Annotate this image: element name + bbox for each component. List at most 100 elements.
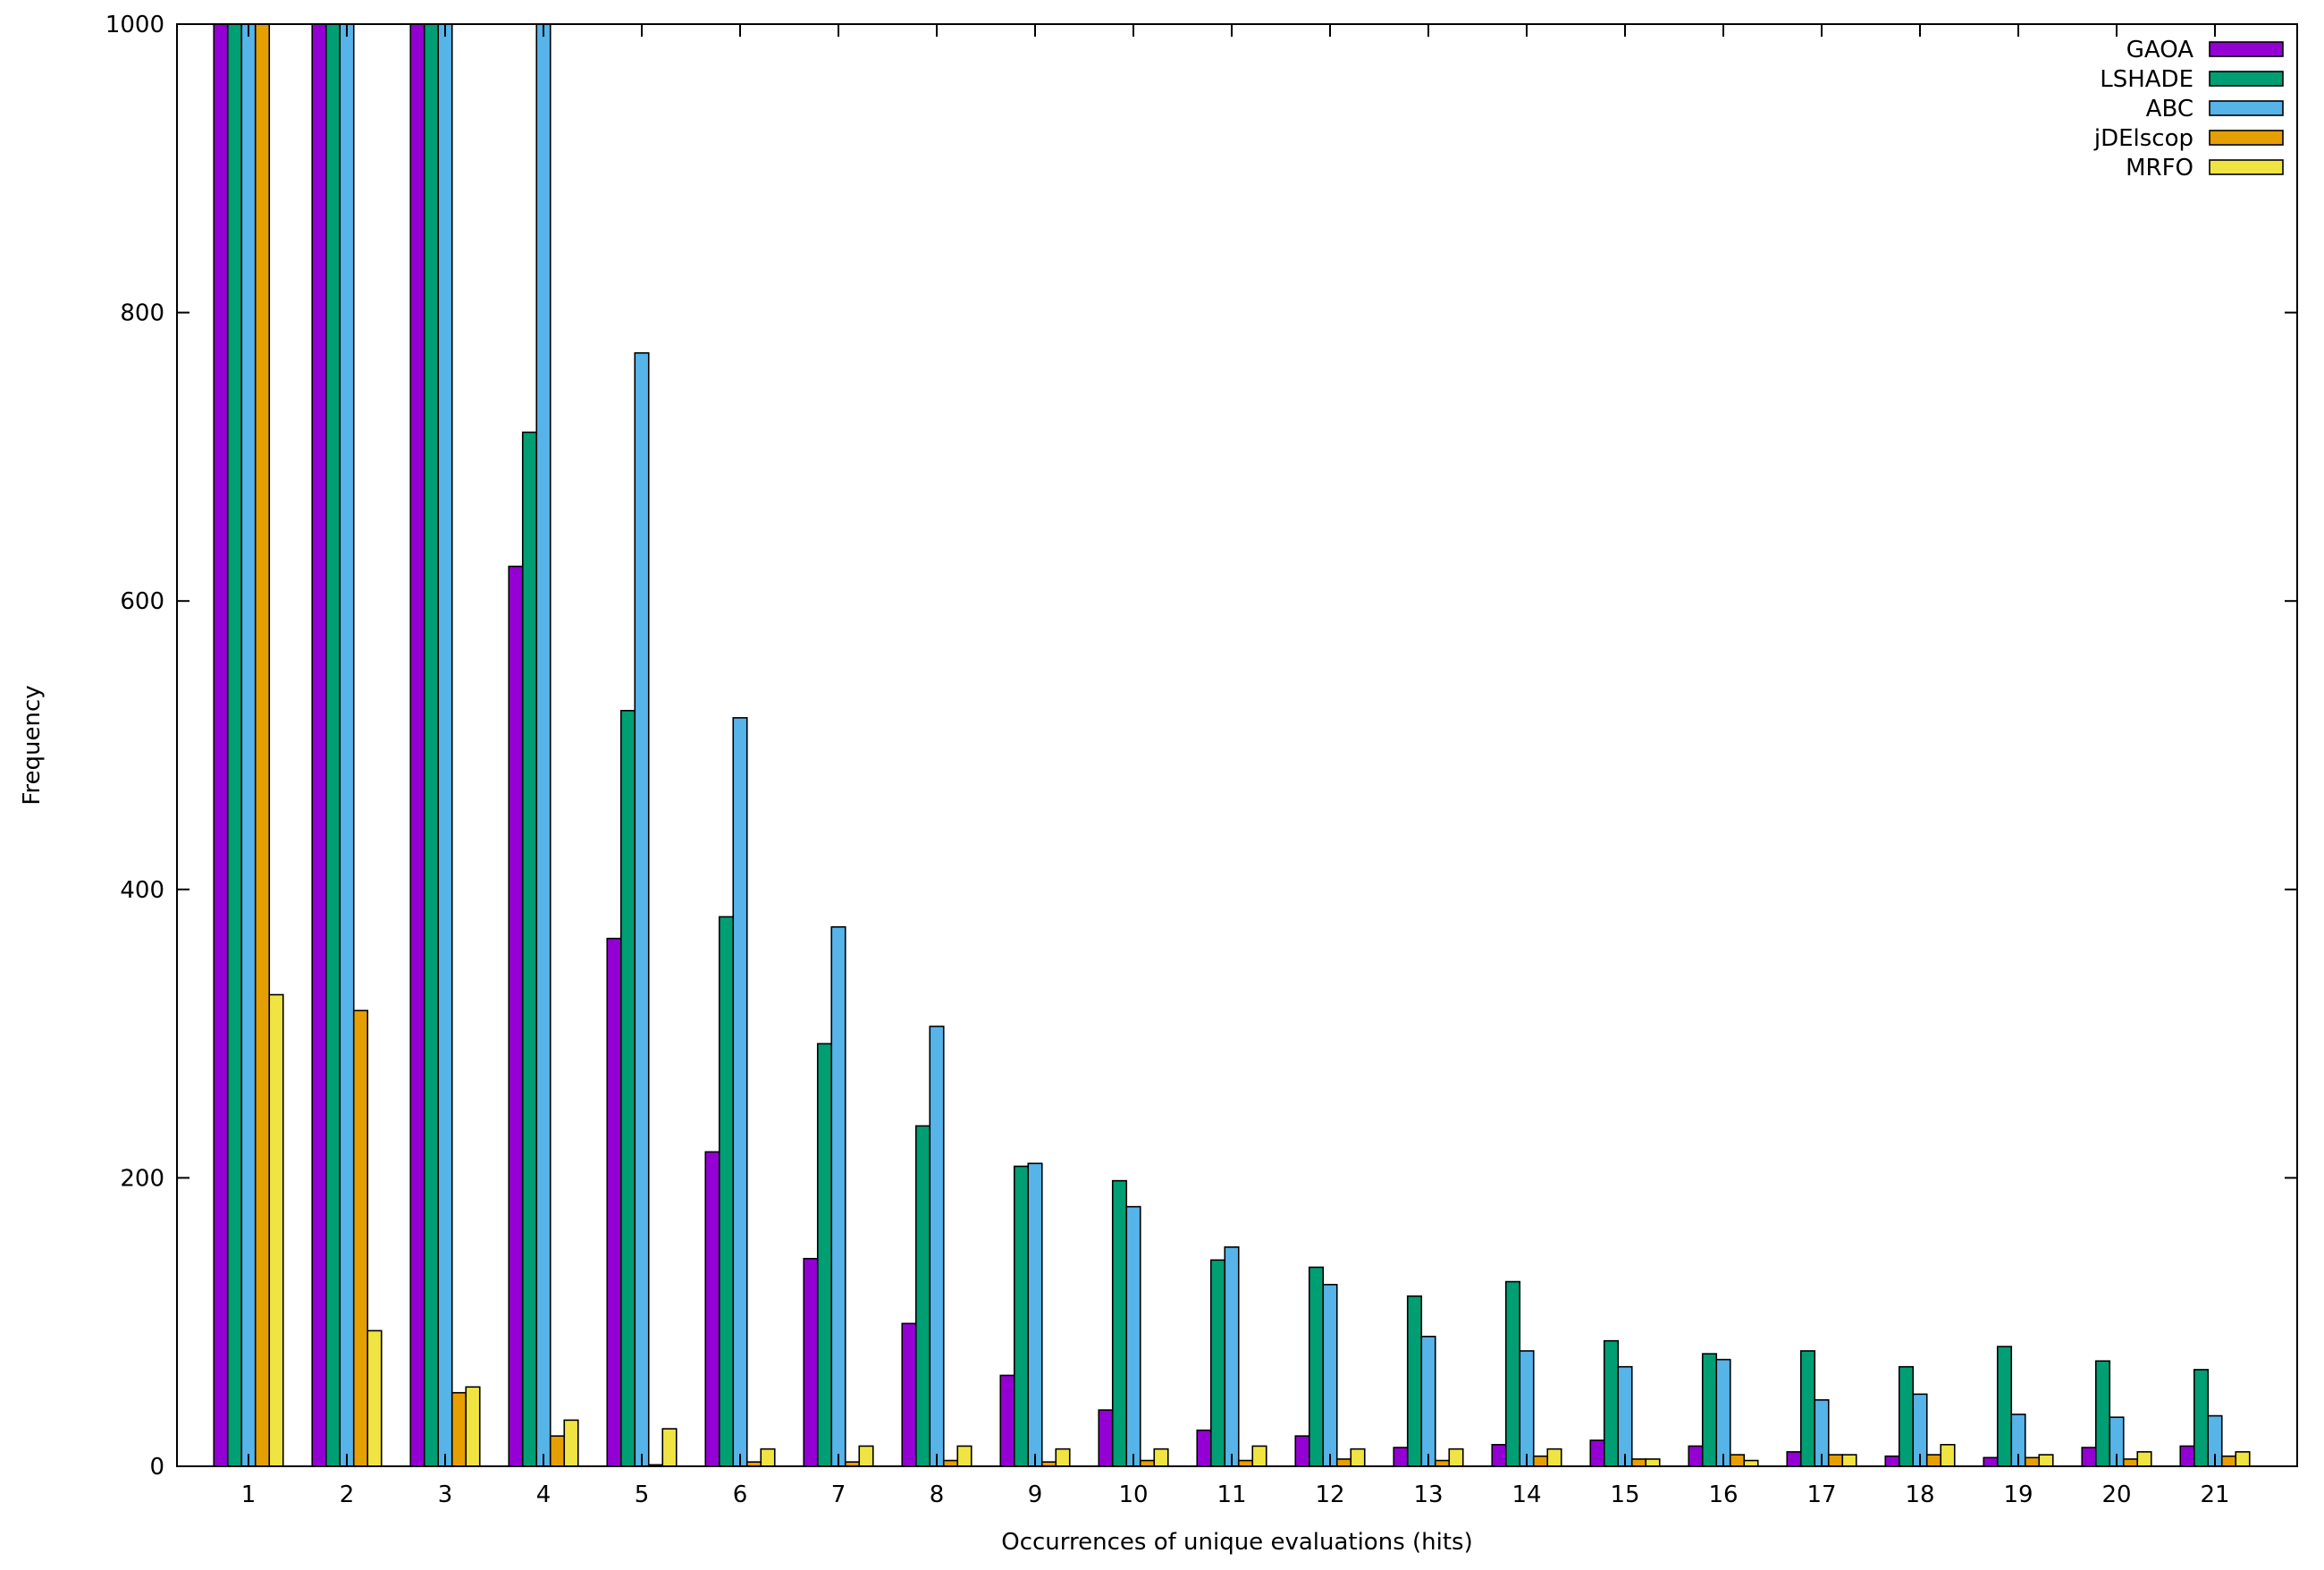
x-tick-label: 13	[1413, 1481, 1443, 1508]
bar-lshade-7	[816, 1042, 833, 1467]
bar-abc-11	[1224, 1246, 1240, 1467]
bar-gaoa-11	[1196, 1429, 1212, 1467]
bar-mrfo-3	[465, 1386, 481, 1467]
legend-swatch-jdelscop	[2209, 130, 2284, 146]
bar-mrfo-15	[1645, 1458, 1661, 1467]
bar-abc-5	[634, 351, 650, 1467]
legend: GAOA LSHADE ABC jDElscop MRFO	[2093, 37, 2284, 181]
bar-lshade-1	[226, 23, 243, 1467]
y-axis-label: Frequency	[19, 685, 46, 805]
bar-gaoa-17	[1786, 1451, 1802, 1467]
x-tick-label: 7	[831, 1481, 846, 1508]
bar-mrfo-11	[1251, 1445, 1267, 1467]
legend-swatch-gaoa	[2209, 41, 2284, 57]
bar-lshade-12	[1308, 1266, 1325, 1467]
bar-lshade-21	[2193, 1369, 2210, 1467]
bar-abc-7	[830, 925, 846, 1467]
bar-gaoa-21	[2179, 1445, 2195, 1467]
bar-gaoa-16	[1688, 1445, 1704, 1467]
x-tick-label: 14	[1511, 1481, 1541, 1508]
bar-mrfo-8	[956, 1445, 973, 1467]
bar-mrfo-12	[1350, 1448, 1366, 1467]
bar-gaoa-8	[901, 1322, 917, 1467]
bar-lshade-8	[914, 1125, 931, 1467]
plot-frame	[176, 23, 2298, 1467]
x-tick-label: 20	[2101, 1481, 2131, 1508]
legend-swatch-lshade	[2209, 71, 2284, 87]
bar-abc-12	[1322, 1283, 1338, 1467]
bar-lshade-6	[718, 916, 735, 1467]
bar-abc-3	[437, 23, 453, 1467]
bar-abc-2	[339, 23, 355, 1467]
y-tick-label: 200	[120, 1165, 164, 1192]
bar-gaoa-7	[803, 1257, 819, 1467]
bar-gaoa-9	[999, 1374, 1015, 1467]
bar-gaoa-5	[606, 937, 622, 1467]
bar-gaoa-2	[311, 23, 327, 1467]
bar-abc-14	[1519, 1350, 1535, 1467]
bar-gaoa-13	[1393, 1447, 1409, 1467]
x-axis: 1 2 3 4 5 6 7 8 9 10 11 12 13 14 15 16 17 18 19 20 21	[241, 24, 2230, 1508]
x-tick-label: 4	[536, 1481, 552, 1508]
bar-jdelscop-16	[1729, 1454, 1746, 1467]
x-axis-label: Occurrences of unique evaluations (hits)	[1001, 1529, 1473, 1556]
x-tick-label: 8	[930, 1481, 945, 1508]
x-tick-label: 15	[1610, 1481, 1639, 1508]
y-tick-label: 600	[120, 588, 164, 615]
bar-jdelscop-4	[549, 1435, 566, 1467]
bar-gaoa-6	[704, 1151, 720, 1467]
bar-mrfo-19	[2038, 1454, 2054, 1467]
bar-jdelscop-14	[1532, 1455, 1549, 1467]
bar-gaoa-18	[1884, 1455, 1900, 1467]
x-tick-label: 2	[340, 1481, 355, 1508]
y-tick-label: 1000	[105, 12, 164, 38]
legend-label-lshade: LSHADE	[2100, 66, 2193, 93]
bar-gaoa-1	[213, 23, 229, 1467]
bar-lshade-5	[619, 709, 636, 1467]
x-tick-label: 16	[1708, 1481, 1738, 1508]
bar-lshade-14	[1504, 1280, 1521, 1467]
bar-abc-8	[929, 1026, 945, 1467]
bar-jdelscop-21	[2220, 1455, 2237, 1467]
bar-mrfo-14	[1546, 1448, 1562, 1467]
bar-abc-13	[1420, 1336, 1436, 1467]
x-tick-label: 5	[635, 1481, 650, 1508]
bar-jdelscop-18	[1925, 1454, 1942, 1467]
bar-gaoa-3	[409, 23, 425, 1467]
x-tick-label: 1	[241, 1481, 257, 1508]
bar-mrfo-18	[1940, 1444, 1956, 1467]
x-tick-label: 12	[1315, 1481, 1344, 1508]
bar-jdelscop-3	[450, 1391, 467, 1467]
x-tick-label: 21	[2200, 1481, 2229, 1508]
bar-gaoa-20	[2081, 1447, 2097, 1467]
bar-lshade-18	[1898, 1365, 1915, 1467]
bar-lshade-20	[2094, 1360, 2111, 1467]
y-tick-label: 400	[120, 877, 164, 904]
bar-lshade-10	[1111, 1179, 1128, 1467]
bar-lshade-15	[1603, 1339, 1620, 1467]
bar-gaoa-15	[1589, 1439, 1605, 1467]
bar-mrfo-17	[1841, 1454, 1857, 1467]
bar-lshade-13	[1406, 1295, 1423, 1467]
x-tick-label: 11	[1217, 1481, 1246, 1508]
bar-mrfo-2	[366, 1329, 383, 1467]
bar-mrfo-6	[760, 1448, 776, 1467]
bar-mrfo-13	[1448, 1448, 1464, 1467]
bar-jdelscop-15	[1630, 1458, 1647, 1467]
bar-mrfo-10	[1153, 1448, 1169, 1467]
bar-abc-4	[535, 23, 552, 1467]
y-tick-label: 0	[149, 1454, 164, 1481]
x-tick-label: 19	[2003, 1481, 2033, 1508]
bar-jdelscop-20	[2122, 1458, 2139, 1467]
bar-mrfo-1	[268, 993, 284, 1467]
bar-abc-9	[1027, 1162, 1043, 1467]
bar-abc-10	[1125, 1205, 1141, 1467]
bar-lshade-3	[423, 23, 440, 1467]
bar-jdelscop-12	[1335, 1458, 1352, 1467]
bar-gaoa-14	[1491, 1444, 1507, 1467]
bar-lshade-16	[1701, 1353, 1718, 1467]
bar-mrfo-5	[661, 1428, 678, 1467]
x-tick-label: 18	[1905, 1481, 1934, 1508]
bar-lshade-2	[324, 23, 341, 1467]
x-tick-label: 9	[1028, 1481, 1043, 1508]
